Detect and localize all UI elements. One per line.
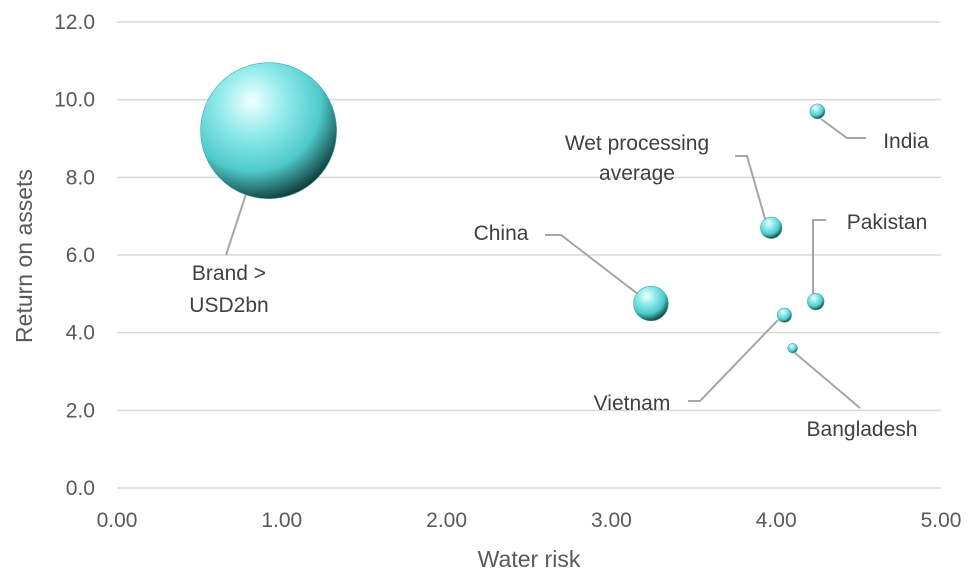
y-tick-label: 6.0 — [66, 244, 95, 267]
x-axis-title: Water risk — [478, 546, 581, 572]
y-tick-label: 2.0 — [66, 399, 95, 422]
data-label: Vietnam — [594, 392, 671, 415]
bubble — [200, 62, 337, 200]
x-tick-label: 5.00 — [921, 509, 962, 532]
data-label: average — [599, 162, 675, 185]
data-label: USD2bn — [189, 294, 268, 317]
data-label: Brand > — [192, 262, 266, 285]
data-label: Bangladesh — [807, 418, 918, 441]
axes: 0.0 2.0 4.0 6.0 8.0 10.0 12.0 0.00 1.00 2.00 3.00 4… — [54, 11, 961, 532]
x-tick-label: 1.00 — [261, 509, 302, 532]
y-tick-label: 4.0 — [66, 322, 95, 345]
leader-line — [545, 234, 644, 299]
bubble — [760, 216, 783, 239]
bubble — [809, 103, 826, 120]
leader-line — [812, 219, 826, 295]
y-tick-label: 10.0 — [54, 89, 95, 112]
data-label: India — [883, 130, 929, 153]
y-tick-label: 12.0 — [54, 11, 95, 34]
leader-line — [688, 319, 779, 402]
data-labels: Brand > USD2bn India Wet processing average P… — [189, 130, 929, 441]
bubble — [807, 292, 825, 311]
y-tick-label: 8.0 — [66, 166, 95, 189]
y-tick-label: 0.0 — [66, 477, 95, 500]
leader-line — [735, 155, 767, 223]
data-label: Pakistan — [847, 211, 928, 234]
x-tick-label: 2.00 — [426, 509, 467, 532]
x-tick-label: 3.00 — [591, 509, 632, 532]
x-tick-label: 0.00 — [97, 509, 138, 532]
bubble — [633, 285, 669, 322]
bubble — [787, 343, 798, 354]
leader-line — [794, 352, 861, 409]
x-tick-label: 4.00 — [756, 509, 797, 532]
data-label: Wet processing — [565, 132, 709, 155]
leader-lines — [225, 118, 866, 409]
leader-line — [820, 118, 866, 139]
bubbles — [200, 62, 826, 354]
y-axis-title: Return on assets — [11, 169, 37, 343]
bubble — [777, 307, 792, 323]
data-label: China — [474, 222, 529, 245]
